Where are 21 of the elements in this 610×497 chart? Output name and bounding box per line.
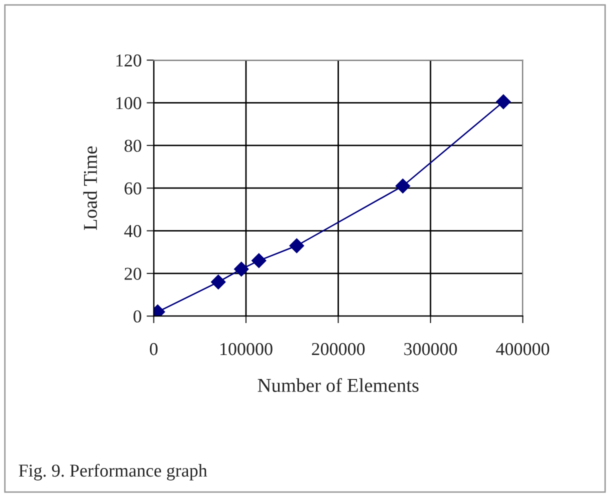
x-tick-label: 200000: [312, 343, 365, 356]
point: [289, 238, 304, 254]
y-tick-label: 0: [134, 310, 142, 323]
y-tick-label: 80: [124, 140, 142, 152]
y-tick-label: 120: [116, 54, 142, 67]
x-tick-label: 0: [150, 343, 158, 356]
y-tick-label: 100: [116, 97, 142, 110]
x-axis-title: Number of Elements: [258, 378, 419, 392]
point: [496, 94, 511, 110]
x-tick-label: 300000: [404, 343, 457, 356]
point: [395, 178, 410, 194]
x-tick-label: 100000: [220, 343, 272, 356]
y-tick-label: 20: [124, 268, 142, 280]
point: [252, 253, 266, 268]
y-tick-label: 60: [124, 182, 142, 195]
point: [210, 274, 226, 290]
y-axis-title: Load Time: [83, 146, 97, 230]
caption: Fig. 9. Performance graph: [18, 464, 208, 480]
point: [234, 262, 249, 277]
x-tick-label: 400000: [496, 343, 550, 356]
y-tick-label: 40: [124, 225, 142, 238]
